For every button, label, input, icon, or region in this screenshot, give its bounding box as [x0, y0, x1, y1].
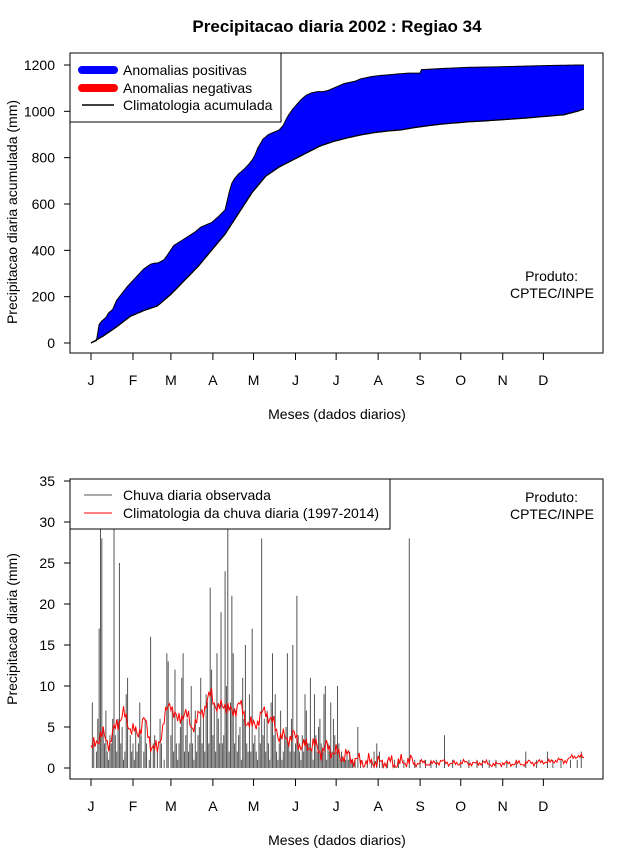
top-x-tick-label: M [165, 372, 177, 388]
bottom-y-axis: 0 5 10 15 20 25 30 35 [39, 473, 71, 776]
top-x-axis-title: Meses (dados diarios) [268, 406, 406, 422]
bottom-x-tick-label: J [88, 798, 95, 814]
bottom-credit-line-2: CPTEC/INPE [510, 506, 594, 522]
legend-label-positive: Anomalias positivas [123, 62, 247, 78]
daily-climatology-group [90, 687, 585, 770]
top-y-tick-label: 600 [32, 196, 56, 212]
top-x-tick-label: J [333, 372, 340, 388]
bottom-x-tick-label: M [165, 798, 177, 814]
top-credit-line-2: CPTEC/INPE [510, 285, 594, 301]
legend-label-climatology: Climatologia acumulada [123, 97, 273, 113]
top-y-tick-label: 1000 [24, 103, 55, 119]
bottom-y-tick-label: 5 [47, 719, 55, 735]
bottom-y-axis-title: Precipitacao diaria (mm) [4, 553, 20, 705]
daily-climatology-line [90, 687, 585, 770]
top-legend: Anomalias positivas Anomalias negativas … [69, 52, 282, 123]
bottom-y-tick-label: 10 [39, 678, 55, 694]
legend-label-climatology-daily: Climatologia da chuva diaria (1997-2014) [123, 505, 379, 521]
bottom-y-tick-label: 15 [39, 637, 55, 653]
positive-anomaly-area-group [91, 65, 584, 343]
bottom-x-tick-label: O [455, 798, 466, 814]
bottom-x-tick-label: A [208, 798, 218, 814]
top-y-tick-label: 400 [32, 242, 56, 258]
bottom-x-tick-label: A [373, 798, 383, 814]
top-credit-line-1: Produto: [525, 268, 578, 284]
top-x-tick-label: O [455, 372, 466, 388]
top-x-tick-label: J [292, 372, 299, 388]
bottom-y-tick-label: 35 [39, 473, 55, 489]
top-x-tick-label: N [498, 372, 508, 388]
bottom-x-tick-label: J [292, 798, 299, 814]
bottom-legend-box [69, 478, 391, 530]
chart-title: Precipitacao diaria 2002 : Regiao 34 [192, 17, 482, 36]
bottom-x-axis-title: Meses (dados diarios) [268, 832, 406, 848]
bottom-x-tick-label: S [415, 798, 424, 814]
top-x-tick-label: J [88, 372, 95, 388]
top-x-tick-label: S [415, 372, 424, 388]
top-x-tick-label: A [373, 372, 383, 388]
top-x-tick-label: F [129, 372, 138, 388]
legend-label-negative: Anomalias negativas [123, 80, 252, 96]
bottom-legend: Chuva diaria observada Climatologia da c… [69, 478, 391, 530]
bottom-x-tick-label: M [248, 798, 260, 814]
daily-chart: 0 5 10 15 20 25 30 35 J F M A M J J A S O N D Meses (dados… [4, 473, 604, 848]
cumulative-chart: 0 200 400 600 800 1000 1200 J F M A M J J A S O N D Meses… [4, 52, 604, 422]
top-y-tick-label: 800 [32, 150, 56, 166]
bottom-y-tick-label: 0 [47, 760, 55, 776]
bottom-x-tick-label: D [538, 798, 548, 814]
bottom-y-tick-label: 20 [39, 596, 55, 612]
bottom-x-tick-label: F [129, 798, 138, 814]
top-y-tick-label: 1200 [24, 57, 55, 73]
bottom-credit-line-1: Produto: [525, 489, 578, 505]
positive-anomaly-area [91, 65, 584, 343]
observed-cumulative-line [90, 64, 584, 344]
top-y-tick-label: 200 [32, 289, 56, 305]
top-x-tick-label: A [208, 372, 218, 388]
climatology-cumulative-line [90, 108, 585, 344]
top-y-tick-label: 0 [47, 335, 55, 351]
bottom-y-tick-label: 30 [39, 514, 55, 530]
cumulative-lines-group [90, 64, 585, 344]
bottom-x-tick-label: J [333, 798, 340, 814]
top-y-axis: 0 200 400 600 800 1000 1200 [24, 57, 71, 351]
bottom-x-tick-label: N [498, 798, 508, 814]
top-x-tick-label: M [248, 372, 260, 388]
top-x-tick-label: D [538, 372, 548, 388]
legend-label-observed: Chuva diaria observada [123, 487, 271, 503]
bottom-y-tick-label: 25 [39, 555, 55, 571]
top-y-axis-title: Precipitacao diaria acumulada (mm) [4, 100, 20, 324]
daily-bars-group [91, 481, 582, 768]
